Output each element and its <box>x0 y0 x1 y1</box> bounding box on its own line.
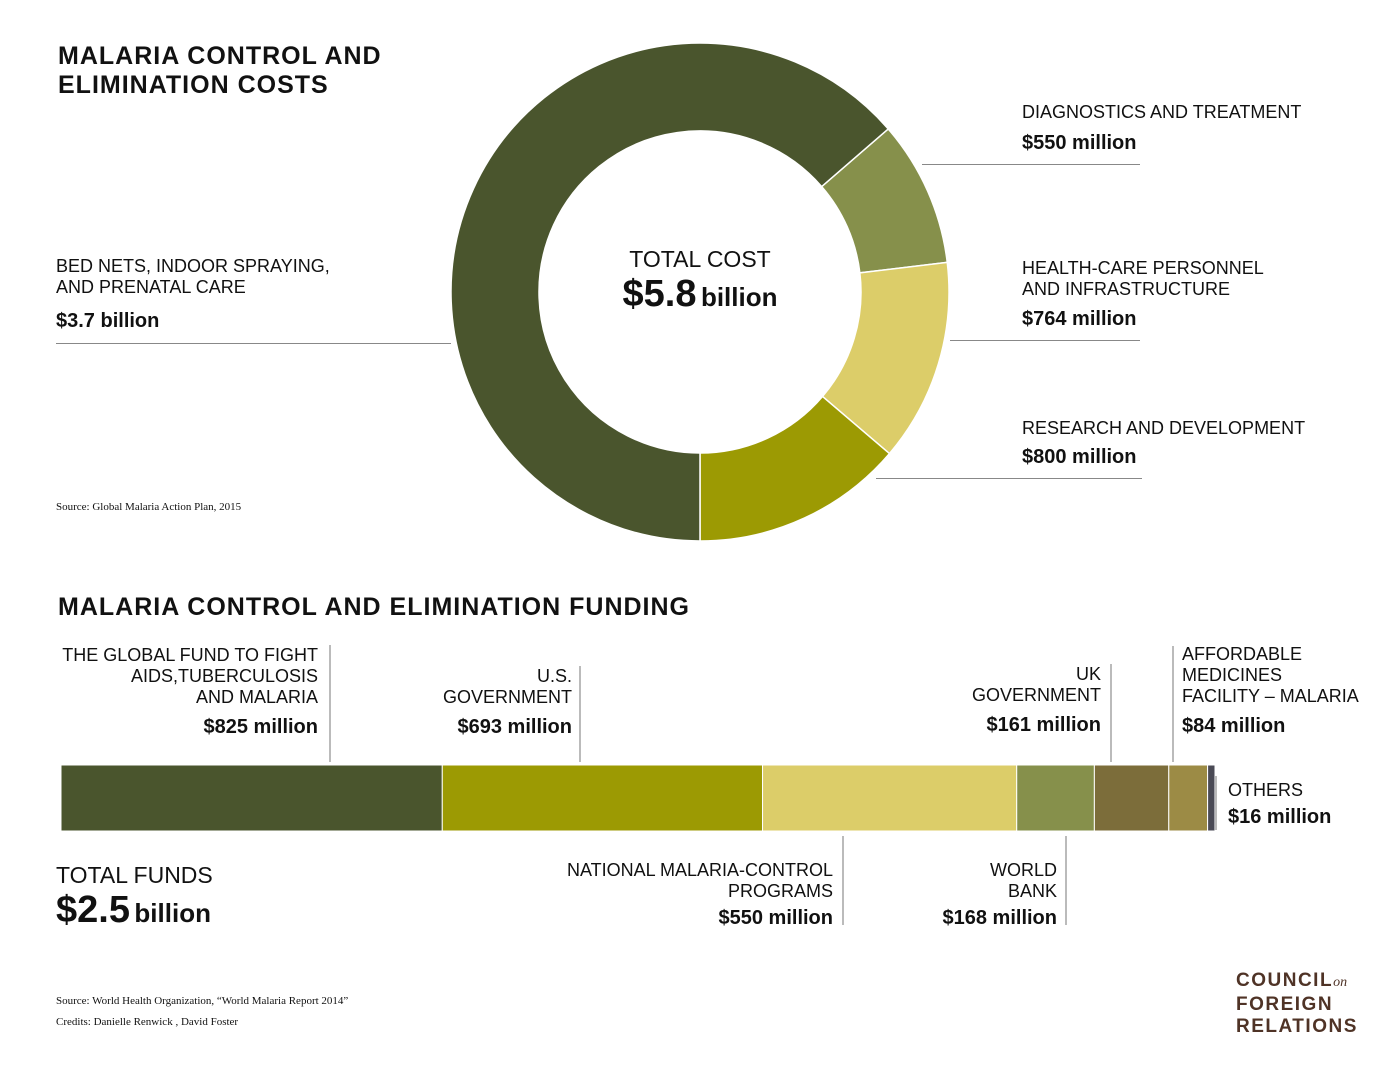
cost-source: Source: Global Malaria Action Plan, 2015 <box>56 501 242 513</box>
fund-label-global-fund-line2: AIDS,TUBERCULOSIS <box>130 666 318 686</box>
fund-label-others-line1: OTHERS <box>1228 780 1304 800</box>
fund-value-national-programs: $550 million <box>718 907 834 929</box>
fund-value-us-government: $693 million <box>457 716 573 738</box>
fund-value-global-fund: $825 million <box>203 716 319 738</box>
fund-value-affordable-medicines: $84 million <box>1182 715 1286 737</box>
cost-label-diagnostics: DIAGNOSTICS AND TREATMENT $550 million <box>1022 102 1301 155</box>
fund-label-uk-line1: UK <box>1075 664 1101 684</box>
cost-leader-health-care <box>950 340 1140 341</box>
cfr-logo: COUNCILon FOREIGN RELATIONS <box>1236 970 1358 1038</box>
cost-value-diagnostics: $550 million <box>1022 132 1137 154</box>
total-funds-block: TOTAL FUNDS $2.5 billion <box>56 862 213 932</box>
funding-bar-affordable-medicines-facility- <box>1168 764 1209 832</box>
funding-bar-national-malaria-control-progr <box>762 764 1018 832</box>
cost-title-line2: ELIMINATION COSTS <box>58 71 329 99</box>
total-cost-block: TOTAL COST $5.8 billion <box>560 246 840 316</box>
total-funds-label: TOTAL FUNDS <box>56 862 213 888</box>
fund-label-us-line2: GOVERNMENT <box>442 687 572 707</box>
funding-bar-world-bank <box>1016 764 1095 832</box>
fund-label-global-fund: THE GLOBAL FUND TO FIGHT AIDS,TUBERCULOS… <box>20 645 318 739</box>
logo-line1-small: on <box>1333 975 1348 990</box>
fund-label-wb-line1: WORLD <box>990 860 1057 880</box>
cost-label-bed-nets-line2: AND PRENATAL CARE <box>56 277 246 297</box>
fund-value-others: $16 million <box>1228 806 1332 828</box>
fund-label-wb-line2: BANK <box>1007 881 1057 901</box>
funding-chart-title: MALARIA CONTROL AND ELIMINATION FUNDING <box>58 593 691 621</box>
donut-slice-bed-nets-indoor-spraying-and-p <box>450 42 890 542</box>
fund-value-world-bank: $168 million <box>942 907 1058 929</box>
cost-value-health-care: $764 million <box>1022 308 1137 330</box>
total-cost-unit: billion <box>700 282 778 312</box>
total-funds-unit: billion <box>134 898 211 928</box>
cost-leader-diagnostics <box>922 164 1140 165</box>
cost-label-diagnostics-line1: DIAGNOSTICS AND TREATMENT <box>1022 102 1302 122</box>
fund-label-others: OTHERS $16 million <box>1228 780 1331 829</box>
cost-label-research-line1: RESEARCH AND DEVELOPMENT <box>1022 418 1306 438</box>
funding-bar-u-s-government <box>441 764 764 832</box>
logo-line2: FOREIGN <box>1236 994 1334 1015</box>
fund-label-national-line2: PROGRAMS <box>727 881 833 901</box>
fund-label-global-fund-line1: THE GLOBAL FUND TO FIGHT <box>62 645 318 665</box>
fund-value-uk-government: $161 million <box>986 714 1102 736</box>
fund-label-amf-line2: MEDICINES <box>1182 665 1283 685</box>
fund-label-national-line1: NATIONAL MALARIA-CONTROL <box>566 860 833 880</box>
fund-label-world-bank: WORLD BANK $168 million <box>900 860 1058 930</box>
fund-label-national-programs: NATIONAL MALARIA-CONTROL PROGRAMS $550 m… <box>520 860 833 930</box>
cost-label-health-care: HEALTH-CARE PERSONNEL AND INFRASTRUCTURE… <box>1022 258 1264 331</box>
cost-chart-title: MALARIA CONTROL AND ELIMINATION COSTS <box>58 42 382 100</box>
fund-label-global-fund-line3: AND MALARIA <box>195 687 318 707</box>
cost-label-bed-nets: BED NETS, INDOOR SPRAYING, AND PRENATAL … <box>56 256 330 333</box>
logo-line1: COUNCIL <box>1236 970 1334 991</box>
fund-label-uk-line2: GOVERNMENT <box>971 685 1101 705</box>
total-cost-label: TOTAL COST <box>629 246 771 272</box>
fund-label-us-government: U.S. GOVERNMENT $693 million <box>372 666 572 739</box>
cost-leader-research <box>876 478 1142 479</box>
funding-source: Source: World Health Organization, “Worl… <box>56 995 349 1007</box>
fund-label-us-line1: U.S. <box>536 666 572 686</box>
cost-label-health-care-line2: AND INFRASTRUCTURE <box>1022 279 1231 299</box>
logo-line3: RELATIONS <box>1236 1016 1358 1037</box>
funding-bar-the-global-fund-to-fight-aids- <box>60 764 443 832</box>
fund-label-amf-line1: AFFORDABLE <box>1182 644 1303 664</box>
cost-title-line1: MALARIA CONTROL AND <box>58 42 382 70</box>
fund-label-uk-government: UK GOVERNMENT $161 million <box>900 664 1101 737</box>
cost-leader-bed-nets <box>56 343 451 344</box>
cost-value-research: $800 million <box>1022 446 1137 468</box>
cost-donut-chart <box>450 42 950 542</box>
funding-credits: Credits: Danielle Renwick , David Foster <box>56 1016 239 1028</box>
fund-label-amf-line3: FACILITY – MALARIA <box>1182 686 1359 706</box>
cost-label-bed-nets-line1: BED NETS, INDOOR SPRAYING, <box>56 256 330 276</box>
total-cost-value: $5.8 <box>622 273 697 315</box>
total-funds-value: $2.5 <box>56 889 130 931</box>
cost-label-health-care-line1: HEALTH-CARE PERSONNEL <box>1022 258 1264 278</box>
cost-label-research: RESEARCH AND DEVELOPMENT $800 million <box>1022 418 1305 469</box>
funding-bar-others <box>1207 764 1216 832</box>
funding-bar-uk-government <box>1093 764 1170 832</box>
fund-label-affordable-medicines: AFFORDABLE MEDICINES FACILITY – MALARIA … <box>1182 644 1359 738</box>
cost-value-bed-nets: $3.7 billion <box>56 310 160 332</box>
